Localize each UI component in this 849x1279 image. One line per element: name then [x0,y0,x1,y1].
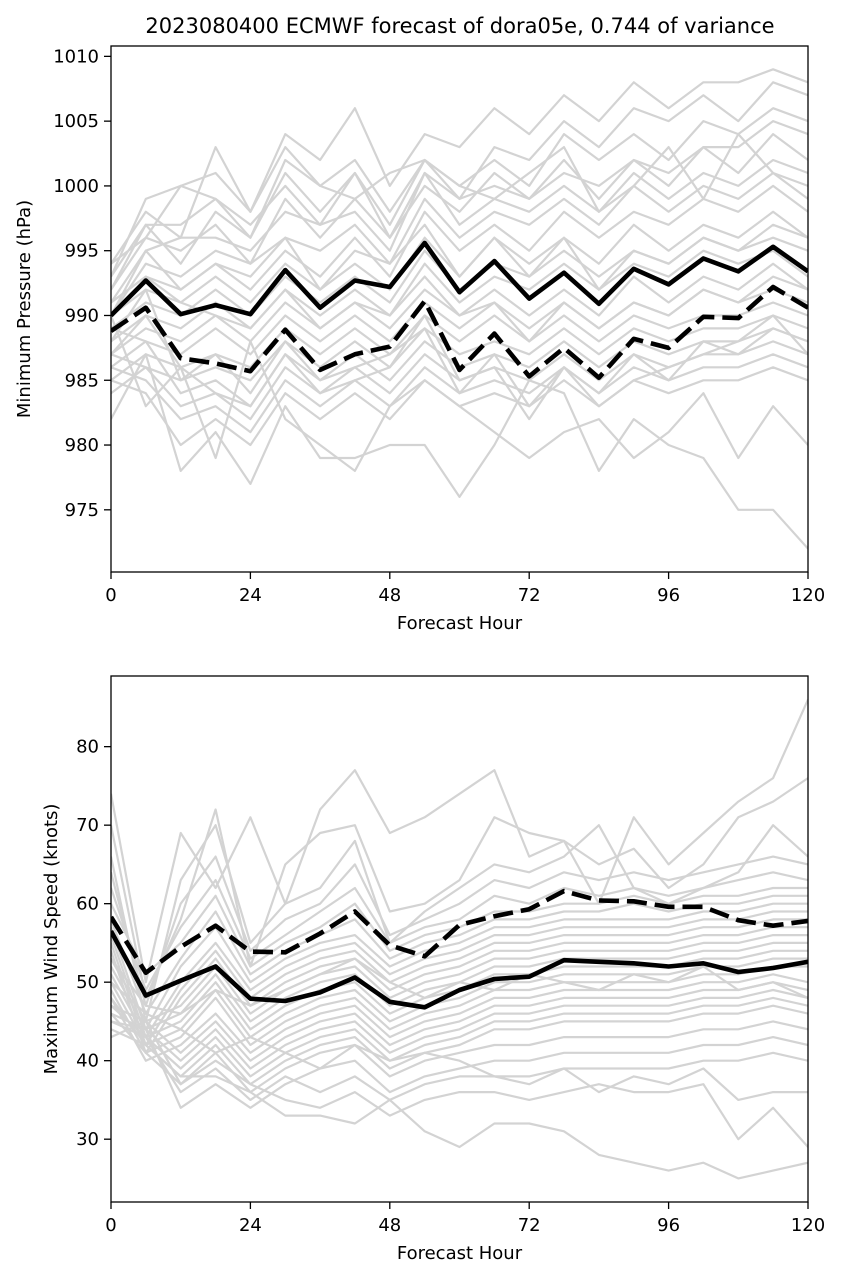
wind-member-line-21 [111,1020,808,1094]
wind-ensemble-members [111,699,808,1180]
pressure-dashed-mean-line [111,284,808,381]
wind-dashed-mean-line [111,888,808,976]
wind-member-line-11 [111,933,808,1023]
pressure-y-tick-label: 990 [65,305,99,326]
wind-member-line-12 [111,941,808,1031]
wind-y-axis-label: Maximum Wind Speed (knots) [41,804,62,1075]
pressure-x-tick-label: 72 [518,585,541,606]
wind-x-tick-label: 48 [378,1215,401,1236]
pressure-solid-mean-line [111,240,808,318]
wind-member-line-0 [111,699,808,984]
wind-member-line-7 [111,902,808,1031]
pressure-member-line-13 [111,314,808,395]
wind-member-line-15 [111,965,808,1054]
pressure-member-line-5 [111,171,808,317]
pressure-member-line-1 [111,81,808,278]
wind-x-tick-label: 120 [791,1215,825,1236]
pressure-x-tick-label: 0 [105,585,116,606]
pressure-ensemble-members [111,68,808,550]
pressure-y-tick-label: 1010 [53,46,99,67]
wind-member-line-22 [111,1020,808,1109]
chart-title: 2023080400 ECMWF forecast of dora05e, 0.… [145,14,774,38]
pressure-member-line-0 [111,68,808,265]
pressure-y-tick-label: 980 [65,435,99,456]
pressure-member-line-9 [111,249,808,343]
pressure-y-tick-label: 985 [65,370,99,391]
pressure-x-tick-label: 48 [378,585,401,606]
pressure-y-axis-label: Minimum Pressure (hPa) [14,200,35,418]
wind-plot-frame [110,675,809,1203]
pressure-x-tick-label: 120 [791,585,825,606]
pressure-x-tick-label: 96 [657,585,680,606]
wind-y-tick-label: 60 [76,894,99,915]
pressure-x-axis-label: Forecast Hour [397,613,523,634]
pressure-y-tick-label: 975 [65,500,99,521]
wind-member-line-2 [111,824,808,1023]
wind-x-tick-label: 72 [518,1215,541,1236]
wind-solid-mean-line [111,930,808,1010]
wind-y-tick-label: 50 [76,972,99,993]
wind-member-line-6 [111,894,808,1015]
wind-y-tick-label: 80 [76,737,99,758]
wind-member-line-8 [111,910,808,1039]
pressure-member-line-3 [111,133,808,291]
wind-member-line-26 [111,981,808,1102]
wind-member-line-17 [111,981,808,1062]
wind-mean-lines [111,888,808,1010]
pressure-x-tick-label: 24 [239,585,262,606]
pressure-y-tick-label: 995 [65,241,99,262]
pressure-member-line-25 [111,223,808,317]
pressure-member-line-12 [111,301,808,382]
wind-x-tick-label: 96 [657,1215,680,1236]
pressure-member-line-21 [111,119,808,278]
wind-member-line-16 [111,973,808,1062]
pressure-y-tick-label: 1000 [53,176,99,197]
pressure-mean-lines [111,240,808,381]
wind-y-tick-label: 40 [76,1051,99,1072]
wind-y-ticks: 30 40 50 60 70 80 [76,737,111,1150]
wind-x-tick-label: 0 [105,1215,116,1236]
wind-member-line-27 [111,957,808,1015]
pressure-member-line-19 [111,315,808,472]
wind-x-ticks: 0 24 48 72 96 120 [105,1202,825,1236]
pressure-x-ticks: 0 24 48 72 96 120 [105,572,825,606]
wind-member-line-14 [111,957,808,1047]
wind-member-line-3 [111,855,808,1007]
wind-member-line-24 [111,997,808,1180]
pressure-member-line-23 [111,314,808,421]
pressure-y-tick-label: 1005 [53,111,99,132]
pressure-panel: 0 24 48 72 96 120 975 980 985 990 995 1000 1005 1010… [14,45,825,634]
wind-member-line-19 [111,996,808,1078]
pressure-member-line-18 [111,353,808,550]
wind-member-line-18 [111,988,808,1070]
pressure-y-ticks: 975 980 985 990 995 1000 1005 1010 [53,46,111,521]
wind-y-tick-label: 30 [76,1129,99,1150]
wind-member-line-20 [111,1004,808,1086]
wind-member-line-25 [111,1012,808,1148]
wind-member-line-9 [111,918,808,1047]
wind-member-line-4 [111,871,808,992]
wind-x-tick-label: 24 [239,1215,262,1236]
wind-y-tick-label: 70 [76,815,99,836]
pressure-plot-frame [110,45,809,573]
pressure-member-line-4 [111,158,808,304]
pressure-member-line-6 [111,184,808,304]
pressure-member-line-24 [111,275,808,343]
wind-x-axis-label: Forecast Hour [397,1243,523,1264]
wind-member-line-23 [111,1004,808,1102]
pressure-member-line-20 [111,133,808,265]
